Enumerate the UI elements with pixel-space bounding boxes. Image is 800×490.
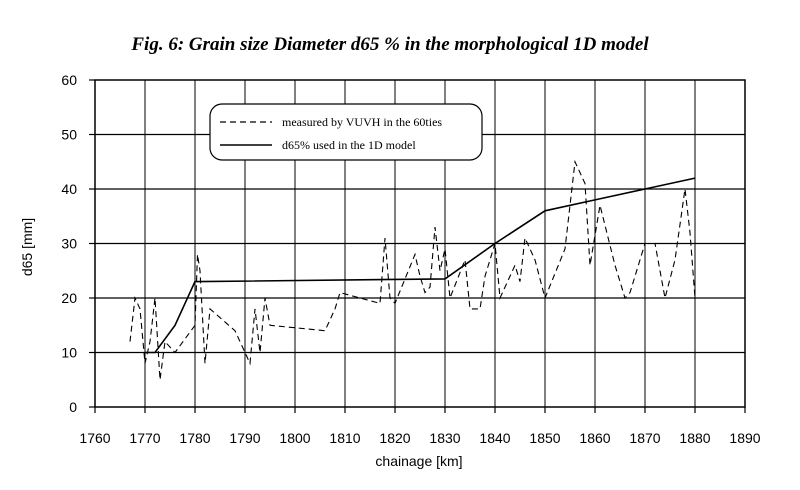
x-tick-label: 1880	[679, 430, 710, 446]
series-measured-line	[129, 159, 696, 380]
series-model-line	[145, 177, 696, 354]
y-tick-label: 20	[61, 290, 77, 306]
legend: measured by VUVH in the 60ties d65% used…	[209, 103, 483, 161]
x-tick-label: 1810	[329, 430, 360, 446]
chart-title: Fig. 6: Grain size Diameter d65 % in the…	[130, 34, 649, 55]
x-tick-label: 1860	[579, 430, 610, 446]
x-axis-label: chainage [km]	[375, 453, 462, 469]
y-tick-label: 60	[61, 72, 77, 88]
x-tick-label: 1770	[129, 430, 160, 446]
series-layer	[129, 159, 696, 380]
y-tick-label: 10	[61, 345, 77, 361]
x-tick-label: 1780	[179, 430, 210, 446]
x-tick-label: 1790	[229, 430, 260, 446]
legend-box	[209, 103, 483, 161]
x-tick-label: 1820	[379, 430, 410, 446]
y-tick-label: 30	[61, 236, 77, 252]
legend-label-model: d65% used in the 1D model	[282, 138, 416, 152]
x-tick-label: 1800	[279, 430, 310, 446]
y-tick-label: 40	[61, 181, 77, 197]
y-tick-label: 0	[69, 399, 77, 415]
x-tick-label: 1890	[729, 430, 760, 446]
x-tick-label: 1870	[629, 430, 660, 446]
x-tick-label: 1850	[529, 430, 560, 446]
y-axis-label: d65 [mm]	[19, 218, 35, 276]
y-axis-ticks: 0 10 20 30 40 50 60	[61, 72, 95, 415]
y-tick-label: 50	[61, 127, 77, 143]
x-axis-ticks: 1760 1770 1780 1790 1800 1810 1820 1830 1840 1850…	[79, 407, 761, 446]
x-tick-label: 1840	[479, 430, 510, 446]
legend-label-measured: measured by VUVH in the 60ties	[282, 115, 442, 129]
x-tick-label: 1760	[79, 430, 110, 446]
x-tick-label: 1830	[429, 430, 460, 446]
